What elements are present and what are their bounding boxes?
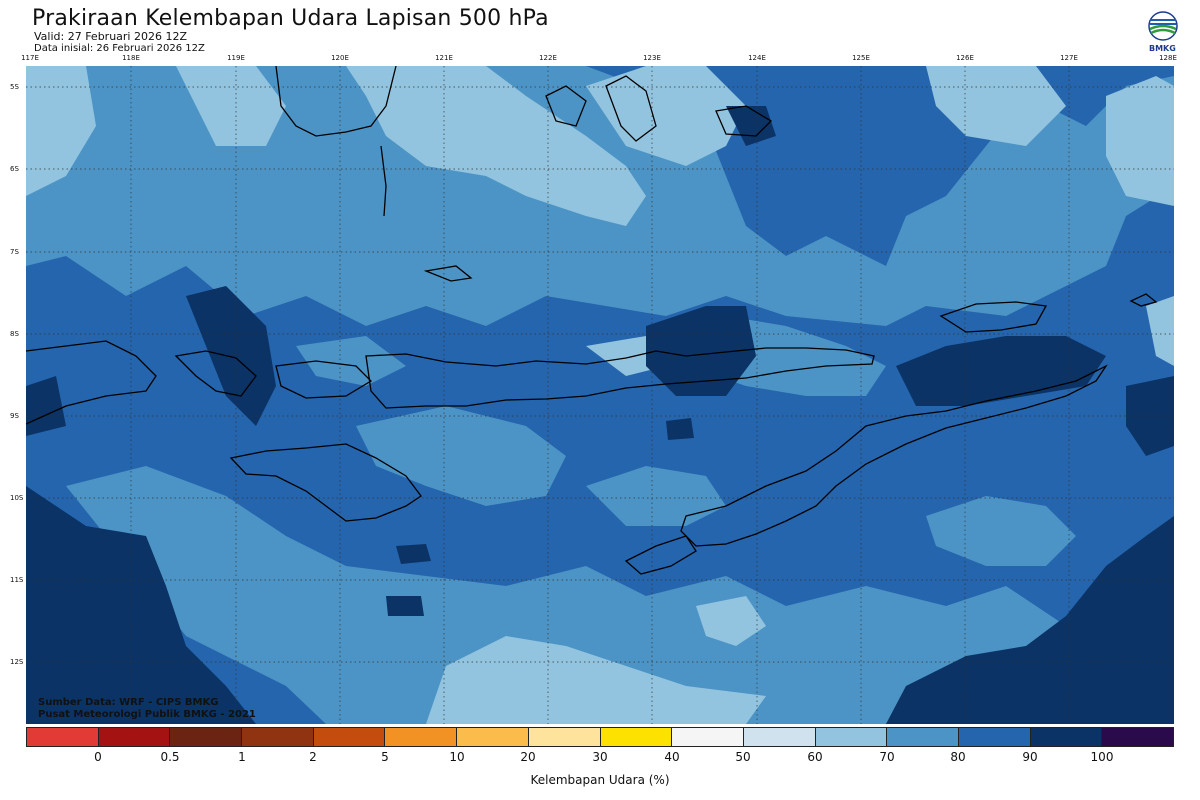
colorbar-swatch	[27, 728, 99, 746]
colorbar-tick: 30	[592, 750, 608, 764]
data-source-text: Sumber Data: WRF - CIPS BMKG	[38, 697, 219, 708]
lon-label: 119E	[227, 54, 245, 62]
bmkg-logo-icon	[1148, 11, 1178, 41]
colorbar-swatch	[528, 728, 601, 746]
lat-label: 12S	[10, 658, 24, 666]
colorbar-swatch	[1030, 728, 1103, 746]
colorbar-swatch	[1102, 728, 1173, 746]
colorbar-swatch	[815, 728, 888, 746]
map-credits: Sumber Data: WRF - CIPS BMKG Pusat Meteo…	[38, 697, 256, 721]
colorbar-swatch	[242, 728, 314, 746]
colorbar-tick: 100	[1090, 750, 1114, 764]
colorbar-swatch	[958, 728, 1031, 746]
colorbar-swatch	[385, 728, 458, 746]
colorbar-tick: 80	[950, 750, 966, 764]
lat-label: 7S	[10, 248, 19, 256]
lat-label: 6S	[10, 165, 19, 173]
colorbar-swatch	[743, 728, 816, 746]
colorbar-tick: 1	[238, 750, 246, 764]
lon-label: 126E	[956, 54, 974, 62]
lon-label: 118E	[122, 54, 140, 62]
lon-label: 121E	[435, 54, 453, 62]
lon-label: 122E	[539, 54, 557, 62]
lat-label: 8S	[10, 330, 19, 338]
colorbar-swatch	[170, 728, 243, 746]
colorbar-swatch	[887, 728, 959, 746]
lat-label: 5S	[10, 83, 19, 91]
lat-label: 9S	[10, 412, 19, 420]
lon-label: 124E	[748, 54, 766, 62]
colorbar-tick: 0	[94, 750, 102, 764]
valid-time: Valid: 27 Februari 2026 12Z	[34, 30, 188, 43]
colorbar-tick: 5	[381, 750, 389, 764]
bmkg-logo-text: BMKG	[1149, 44, 1176, 53]
lon-label: 125E	[852, 54, 870, 62]
colorbar-tick: 50	[735, 750, 751, 764]
colorbar-tick: 40	[664, 750, 680, 764]
colorbar-tick: 70	[879, 750, 895, 764]
lon-label: 127E	[1060, 54, 1078, 62]
colorbar	[26, 727, 1174, 747]
lat-label: 10S	[10, 494, 24, 502]
humidity-map	[26, 66, 1174, 724]
coastlines	[26, 66, 1158, 575]
colorbar-tick: 60	[807, 750, 823, 764]
colorbar-tick: 0.5	[160, 750, 180, 764]
colorbar-tick: 90	[1022, 750, 1038, 764]
colorbar-tick: 10	[449, 750, 465, 764]
colorbar-swatch	[672, 728, 744, 746]
colorbar-swatch	[313, 728, 386, 746]
lat-label: 11S	[10, 576, 24, 584]
colorbar-swatch	[98, 728, 171, 746]
colorbar-tick: 20	[520, 750, 536, 764]
organization-text: Pusat Meteorologi Publik BMKG - 2021	[38, 709, 256, 720]
lon-label: 120E	[331, 54, 349, 62]
lon-label: 117E	[21, 54, 39, 62]
colorbar-title: Kelembapan Udara (%)	[530, 773, 670, 787]
lon-label: 123E	[643, 54, 661, 62]
humidity-90-100-regions	[26, 106, 1174, 724]
colorbar-swatch	[457, 728, 529, 746]
initial-time: Data inisial: 26 Februari 2026 12Z	[34, 43, 205, 54]
map-title: Prakiraan Kelembapan Udara Lapisan 500 h…	[32, 6, 549, 31]
colorbar-swatch	[600, 728, 673, 746]
lon-label: 128E	[1159, 54, 1177, 62]
colorbar-tick: 2	[309, 750, 317, 764]
